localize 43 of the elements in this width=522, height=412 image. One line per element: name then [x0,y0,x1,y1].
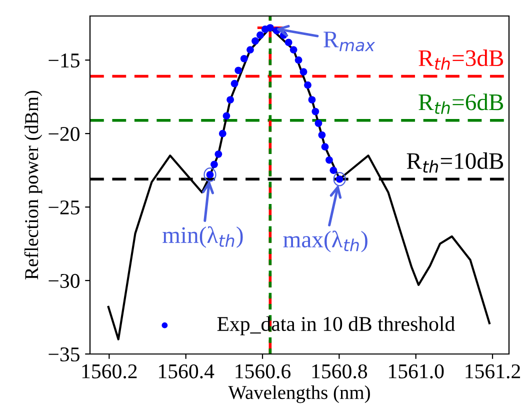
point [214,150,222,158]
y-tick-label: −35 [48,347,80,362]
point [284,38,292,46]
point [321,143,329,150]
annotation: R$_{th}$=3dB [418,50,504,70]
y-tick-label: −15 [48,54,80,68]
point [294,56,302,64]
point [252,37,259,45]
y-tick-label: −20 [48,126,80,141]
point [246,46,254,54]
point [240,54,248,62]
point [226,96,234,104]
annotation: R$_{th}$=10dB [406,152,504,173]
annotation: R$_{th}$=6dB [418,94,504,114]
point [308,96,316,104]
annotation: R$_{max}$ [324,32,376,52]
x-tick-label: 1560.2 [82,364,137,378]
annotation: max(λ$_{th}$) [283,230,368,252]
point [314,120,322,127]
point [266,24,274,32]
point [230,80,238,88]
point [256,31,264,39]
point [330,166,338,174]
y-tick-label: −25 [48,200,80,214]
y-axis-title: Reflection power (dBm) [24,90,42,280]
x-tick-label: 1560.8 [312,364,368,378]
annotation: min(λ$_{th}$) [162,226,243,248]
point [218,130,226,138]
point [234,66,242,74]
x-tick-label: 1561.0 [389,364,444,378]
point [222,112,230,120]
point [300,68,308,76]
x-tick-label: 1560.4 [159,364,214,378]
x-tick-label: 1561.2 [466,364,520,378]
point [326,156,333,164]
x-tick-label: 1560.6 [236,364,291,378]
point [210,160,218,168]
point [290,46,298,54]
point [312,108,320,116]
point [318,131,326,139]
x-axis-title: Wavelengths (nm) [228,385,370,404]
point [304,81,312,89]
y-tick-label: −30 [48,274,80,288]
